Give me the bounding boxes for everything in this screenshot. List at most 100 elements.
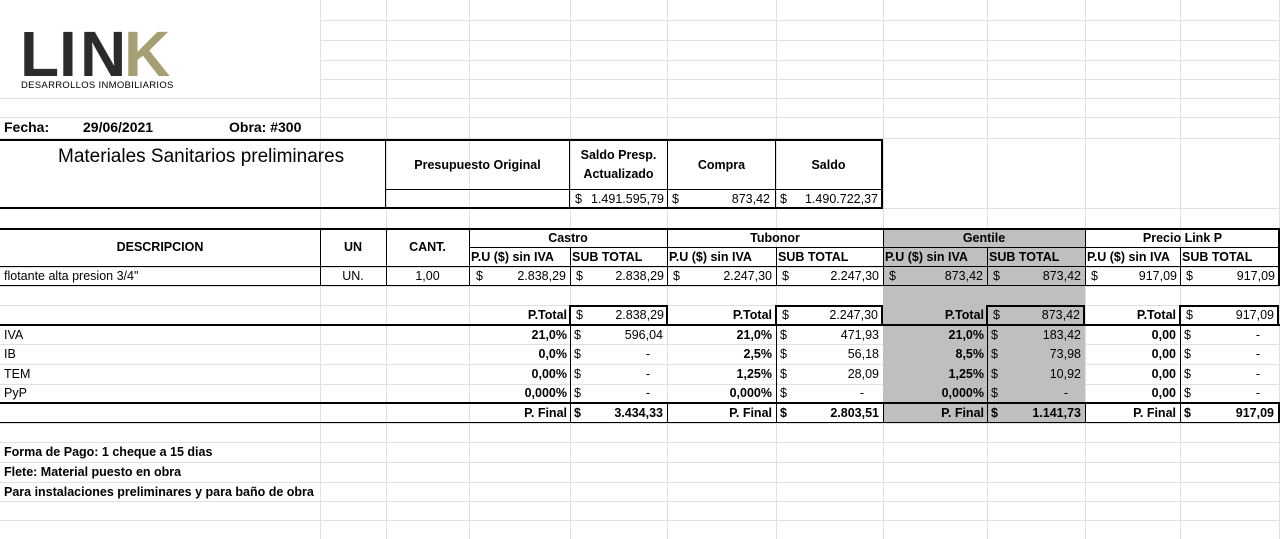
obra-number: Obra: #300 xyxy=(229,119,302,135)
compra-value: 873,42 xyxy=(731,192,770,206)
currency-symbol: $ xyxy=(780,347,787,361)
currency-symbol: $ xyxy=(574,347,581,361)
gentile-rate: 0,000% xyxy=(941,386,984,400)
subtotal-header: SUB TOTAL xyxy=(778,250,849,264)
link-rate: 0,00 xyxy=(1151,367,1176,381)
currency-symbol: $ xyxy=(1186,269,1193,283)
currency-symbol: $ xyxy=(782,308,789,322)
presupuesto-original-header: Presupuesto Original xyxy=(414,158,541,172)
currency-symbol: $ xyxy=(1184,347,1191,361)
gentile-amount: 183,42 xyxy=(1042,328,1081,342)
castro-rate: 0,000% xyxy=(524,386,567,400)
gentile-amount: - xyxy=(1063,386,1068,400)
currency-symbol: $ xyxy=(780,328,787,342)
tax-label-tem: TEM xyxy=(4,367,31,381)
gentile-highlight xyxy=(883,229,1085,423)
saldo-header: Saldo xyxy=(811,158,846,172)
currency-symbol: $ xyxy=(991,347,998,361)
link-amount: - xyxy=(1255,367,1260,381)
tubonor-pu: 2.247,30 xyxy=(723,269,772,283)
subtotal-header: SUB TOTAL xyxy=(572,250,643,264)
item-description: flotante alta presion 3/4" xyxy=(4,269,139,283)
currency-symbol: $ xyxy=(991,406,998,420)
note-instalaciones: Para instalaciones preliminares y para b… xyxy=(4,485,314,499)
castro-pfinal: 3.434,33 xyxy=(614,406,663,420)
currency-symbol: $ xyxy=(672,192,679,206)
currency-symbol: $ xyxy=(1184,386,1191,400)
gentile-subtotal: 873,42 xyxy=(1042,269,1081,283)
currency-symbol: $ xyxy=(780,367,787,381)
tubonor-pfinal: 2.803,51 xyxy=(830,406,879,420)
currency-symbol: $ xyxy=(991,386,998,400)
descripcion-header: DESCRIPCION xyxy=(116,240,204,254)
tubonor-amount: 28,09 xyxy=(847,367,879,381)
saldo-presp-value: 1.491.595,79 xyxy=(591,192,664,206)
currency-symbol: $ xyxy=(576,269,583,283)
link-rate: 0,00 xyxy=(1151,386,1176,400)
link-pfinal: 917,09 xyxy=(1235,406,1274,420)
currency-symbol: $ xyxy=(673,269,680,283)
saldo-value: 1.490.722,37 xyxy=(805,192,878,206)
tubonor-rate: 0,000% xyxy=(729,386,772,400)
currency-symbol: $ xyxy=(780,386,787,400)
item-quantity: 1,00 xyxy=(415,269,440,283)
castro-amount: - xyxy=(645,386,650,400)
subtotal-header: SUB TOTAL xyxy=(1182,250,1253,264)
note-forma-pago: Forma de Pago: 1 cheque a 15 dias xyxy=(4,445,213,459)
tax-label-pyp: PyP xyxy=(4,386,27,400)
currency-symbol: $ xyxy=(991,367,998,381)
currency-symbol: $ xyxy=(780,406,787,420)
currency-symbol: $ xyxy=(1184,328,1191,342)
castro-amount: - xyxy=(645,347,650,361)
page-title: Materiales Sanitarios preliminares xyxy=(58,146,345,167)
castro-ptotal: 2.838,29 xyxy=(615,308,664,322)
gentile-ptotal: 873,42 xyxy=(1041,308,1080,322)
gentile-rate: 8,5% xyxy=(955,347,985,361)
note-flete: Flete: Material puesto en obra xyxy=(4,465,182,479)
supplier-gentile: Gentile xyxy=(962,231,1006,245)
castro-amount: - xyxy=(645,367,650,381)
un-header: UN xyxy=(343,240,363,254)
supplier-precio-link: Precio Link P xyxy=(1142,231,1223,245)
tubonor-rate: 1,25% xyxy=(736,367,772,381)
gentile-pu: 873,42 xyxy=(944,269,983,283)
link-ptotal: 917,09 xyxy=(1235,308,1274,322)
fecha-label: Fecha: xyxy=(4,119,50,135)
currency-symbol: $ xyxy=(574,386,581,400)
pfinal-label: P. Final xyxy=(524,406,567,420)
tubonor-amount: - xyxy=(859,386,864,400)
ptotal-label: P.Total xyxy=(732,308,772,322)
pu-header: P.U ($) sin IVA xyxy=(1087,250,1170,264)
currency-symbol: $ xyxy=(575,192,582,206)
tubonor-rate: 21,0% xyxy=(736,328,772,342)
item-unit: UN. xyxy=(342,269,364,283)
currency-symbol: $ xyxy=(993,308,1000,322)
link-amount: - xyxy=(1255,347,1260,361)
tubonor-ptotal: 2.247,30 xyxy=(829,308,878,322)
logo-subtitle: DESARROLLOS INMOBILIARIOS xyxy=(21,80,174,91)
pu-header: P.U ($) sin IVA xyxy=(669,250,752,264)
currency-symbol: $ xyxy=(476,269,483,283)
currency-symbol: $ xyxy=(782,269,789,283)
gentile-rate: 21,0% xyxy=(948,328,984,342)
currency-symbol: $ xyxy=(1184,367,1191,381)
tax-label-iva: IVA xyxy=(4,328,24,342)
link-amount: - xyxy=(1255,386,1260,400)
saldo-presp-header-line1: Saldo Presp. xyxy=(580,148,657,162)
supplier-tubonor: Tubonor xyxy=(750,231,800,245)
logo-letter-i: I xyxy=(59,18,77,90)
currency-symbol: $ xyxy=(574,406,581,420)
pu-header: P.U ($) sin IVA xyxy=(471,250,554,264)
castro-pu: 2.838,29 xyxy=(517,269,566,283)
castro-rate: 0,00% xyxy=(531,367,567,381)
currency-symbol: $ xyxy=(1184,406,1191,420)
castro-rate: 0,0% xyxy=(538,347,568,361)
logo-background xyxy=(0,0,320,98)
currency-symbol: $ xyxy=(576,308,583,322)
currency-symbol: $ xyxy=(991,328,998,342)
castro-amount: 596,04 xyxy=(624,328,663,342)
ptotal-label: P.Total xyxy=(944,308,984,322)
castro-subtotal: 2.838,29 xyxy=(615,269,664,283)
ptotal-label: P.Total xyxy=(1136,308,1176,322)
logo-letter-n: N xyxy=(80,18,126,90)
